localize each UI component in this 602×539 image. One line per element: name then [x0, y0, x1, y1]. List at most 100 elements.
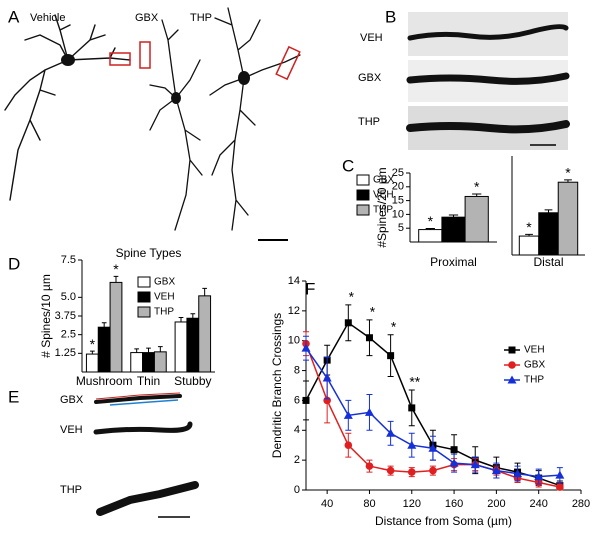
- y-tick-label: 25: [392, 167, 404, 179]
- significance: *: [428, 213, 434, 229]
- x-tick-label: Distal: [533, 255, 563, 269]
- point: [513, 469, 523, 478]
- dendrite-image: [93, 392, 199, 518]
- error-bar: [202, 287, 208, 296]
- legend-label: GBX: [154, 277, 175, 288]
- legend-label: GBX: [524, 360, 545, 371]
- legend-label: THP: [373, 205, 393, 216]
- point: [407, 468, 416, 476]
- x-tick-label: 80: [363, 498, 375, 510]
- point: [449, 458, 459, 467]
- legend-swatch: [356, 204, 370, 216]
- y-tick-label: 12: [288, 305, 300, 317]
- error-bar: [134, 348, 140, 353]
- bar: [418, 229, 443, 243]
- row-label: GBX: [358, 72, 382, 84]
- point: [429, 466, 437, 475]
- row-label: THP: [60, 484, 82, 496]
- significance: *: [526, 219, 532, 235]
- significance: *: [370, 304, 376, 320]
- point: [344, 319, 352, 327]
- series-line: [305, 343, 561, 488]
- point: [365, 462, 374, 470]
- bar: [441, 216, 466, 243]
- legend-swatch: [356, 189, 370, 201]
- panel-label: B: [385, 7, 396, 26]
- y-tick-label: 1.25: [55, 347, 76, 359]
- legend-label: THP: [154, 307, 174, 318]
- y-tick-label: 6: [294, 394, 300, 406]
- y-tick-label: 3.75: [55, 310, 76, 322]
- significance: *: [90, 336, 96, 352]
- bar: [174, 321, 188, 373]
- y-tick-label: 14: [288, 275, 300, 287]
- point: [428, 443, 438, 452]
- bar: [186, 317, 200, 373]
- significance: *: [474, 179, 480, 195]
- x-tick-label: 240: [530, 498, 548, 510]
- y-tick-label: 0: [294, 484, 300, 496]
- group-label: GBX: [135, 12, 159, 24]
- y-tick-label: 2: [294, 454, 300, 466]
- point: [365, 334, 373, 342]
- legend-swatch: [356, 174, 370, 186]
- point: [407, 440, 417, 449]
- point: [302, 396, 310, 404]
- x-tick-label: 280: [572, 498, 590, 510]
- legend-swatch: [137, 276, 151, 288]
- x-axis-label: Distance from Soma (µm): [375, 514, 512, 528]
- bar: [153, 351, 167, 373]
- bar: [518, 235, 540, 256]
- y-tick-label: 10: [288, 335, 300, 347]
- error-bar: [425, 227, 435, 230]
- panel-label: E: [8, 387, 19, 406]
- y-tick-label: 4: [294, 424, 300, 436]
- point: [450, 446, 458, 454]
- y-tick-label: 8: [294, 364, 300, 376]
- legend-label: VEH: [154, 292, 175, 303]
- legend-marker: [507, 375, 517, 384]
- bar: [557, 181, 579, 256]
- significance: *: [391, 318, 397, 334]
- bar: [464, 195, 489, 243]
- y-tick-label: 7.5: [61, 254, 76, 266]
- row-label: VEH: [60, 424, 83, 436]
- error-bar: [472, 193, 482, 197]
- group-label: Vehicle: [30, 12, 65, 24]
- y-tick-label: 5: [398, 222, 404, 234]
- point: [343, 410, 353, 419]
- bar: [198, 295, 212, 373]
- chart-title: Spine Types: [116, 246, 182, 260]
- significance: *: [565, 165, 571, 181]
- group-label: THP: [190, 12, 212, 24]
- error-bar: [525, 233, 533, 237]
- y-tick-label: 20: [392, 181, 404, 193]
- error-bar: [89, 350, 95, 355]
- x-tick-label: 200: [487, 498, 505, 510]
- point: [364, 407, 374, 416]
- legend-label: THP: [524, 375, 544, 386]
- x-tick-label: Thin: [137, 374, 160, 388]
- legend-label: VEH: [524, 345, 545, 356]
- y-axis-label: # Spines/10 µm: [39, 274, 53, 358]
- panel-label: F: [305, 279, 315, 298]
- y-tick-label: 10: [392, 208, 404, 220]
- dendrite-image: [406, 12, 570, 150]
- panel-label: C: [342, 156, 354, 175]
- series-line: [305, 321, 561, 487]
- significance: *: [349, 289, 355, 305]
- error-bar: [564, 179, 572, 183]
- point: [322, 373, 332, 382]
- significance: **: [409, 374, 420, 390]
- legend-swatch: [137, 291, 151, 303]
- error-bar: [190, 313, 196, 319]
- point: [534, 472, 544, 481]
- point: [408, 404, 416, 412]
- x-tick-label: 120: [403, 498, 421, 510]
- bar: [142, 352, 155, 373]
- y-axis-label: Dendritic Branch Crossings: [270, 313, 284, 458]
- row-label: VEH: [360, 32, 383, 44]
- panel-label: A: [8, 7, 20, 26]
- x-tick-label: Proximal: [430, 255, 477, 269]
- error-bar: [101, 322, 107, 328]
